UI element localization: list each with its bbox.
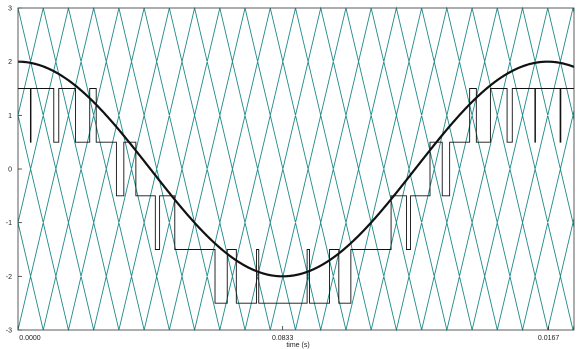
y-tick-label: 1 <box>8 113 12 120</box>
carrier-line <box>17 113 575 171</box>
y-tick-label: 0 <box>8 167 12 174</box>
y-tick-label: 2 <box>8 59 12 66</box>
x-axis-label: time (s) <box>286 342 309 349</box>
carrier-line <box>17 274 575 332</box>
x-tick-label: 0.0167 <box>538 335 560 342</box>
carrier-line <box>17 167 575 225</box>
y-axis: 3 2 1 0 -1 -2 -3 <box>6 6 22 335</box>
carrier-series <box>17 6 575 332</box>
y-tick-label: -3 <box>6 328 12 335</box>
carrier-line <box>17 221 575 278</box>
pwm-output-line <box>18 88 574 304</box>
y-tick-label: 3 <box>8 6 12 13</box>
y-tick-label: -1 <box>6 220 12 227</box>
pwm-output-series <box>18 88 574 304</box>
reference-line <box>18 60 575 278</box>
reference-series <box>18 60 575 278</box>
y-tick-label: -2 <box>6 274 12 281</box>
x-tick-label: 0.0000 <box>19 335 41 342</box>
x-tick-label: 0.0833 <box>272 335 294 342</box>
carrier-line <box>17 6 575 64</box>
carrier-line <box>17 60 575 117</box>
x-axis: 0.0000 0.0833 0.0167 <box>17 326 560 342</box>
